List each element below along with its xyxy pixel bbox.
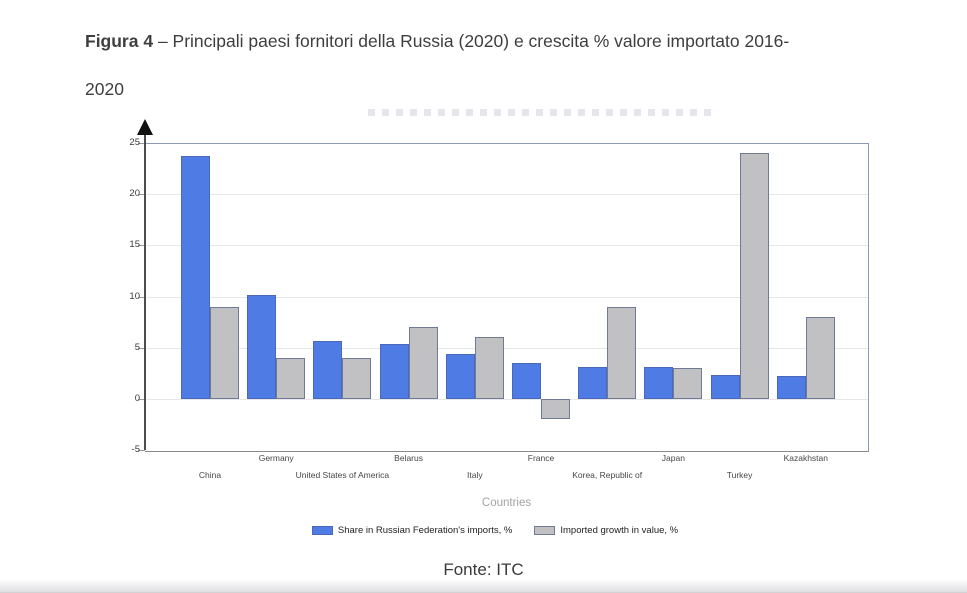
y-tick-label-10: 10 xyxy=(129,290,140,302)
y-axis-arrow-icon xyxy=(137,119,153,135)
page-bottom-gradient xyxy=(0,579,967,593)
y-tick-label-0: 0 xyxy=(134,392,140,404)
y-tick-label-25: 25 xyxy=(129,137,140,148)
x-category-label-germany: Germany xyxy=(258,453,294,463)
x-axis-title: Countries xyxy=(481,497,532,509)
x-category-label-turkey: Turkey xyxy=(726,470,753,480)
legend-item-import-growth: Imported growth in value, % xyxy=(534,525,678,536)
legend-swatch-gray xyxy=(534,526,556,535)
y-tick-label-15: 15 xyxy=(129,239,140,251)
figure-caption-line1: Figura 4 – Principali paesi fornitori de… xyxy=(85,31,789,51)
legend-label-import-growth: Imported growth in value, % xyxy=(560,525,679,536)
source-note: Fonte: ITC xyxy=(443,560,524,579)
chart-legend: Share in Russian Federation's imports, %… xyxy=(145,525,845,536)
y-tick-label-20: 20 xyxy=(129,188,140,200)
figure-caption: Figura 4 – Principali paesi fornitori de… xyxy=(85,28,905,102)
x-category-label-china: China xyxy=(198,470,222,480)
x-category-label-kazakhstan: Kazakhstan xyxy=(783,453,828,463)
clipped-chart-title-artifact xyxy=(368,109,712,116)
x-category-label-korea-republic-of: Korea, Republic of xyxy=(572,470,643,480)
figure-caption-line2: 2020 xyxy=(85,78,124,99)
x-category-label-japan: Japan xyxy=(661,453,685,463)
x-category-label-belarus: Belarus xyxy=(394,453,423,463)
chart-plot-area xyxy=(145,143,869,452)
y-tick-label-5: 5 xyxy=(134,341,140,353)
y-tick-label--5: -5 xyxy=(131,444,140,455)
x-category-label-united-states-of-america: United States of America xyxy=(295,470,390,480)
x-category-label-italy: Italy xyxy=(467,470,483,480)
y-tickmark--5 xyxy=(138,450,145,451)
legend-swatch-blue xyxy=(311,526,333,535)
x-category-label-france: France xyxy=(527,453,555,463)
legend-item-imports-share: Share in Russian Federation's imports, % xyxy=(311,525,513,536)
figure-caption-text: – Principali paesi fornitori della Russi… xyxy=(153,30,790,51)
legend-label-imports-share: Share in Russian Federation's imports, % xyxy=(337,525,513,536)
y-axis-line xyxy=(144,130,146,450)
figure-number: Figura 4 xyxy=(85,30,154,51)
